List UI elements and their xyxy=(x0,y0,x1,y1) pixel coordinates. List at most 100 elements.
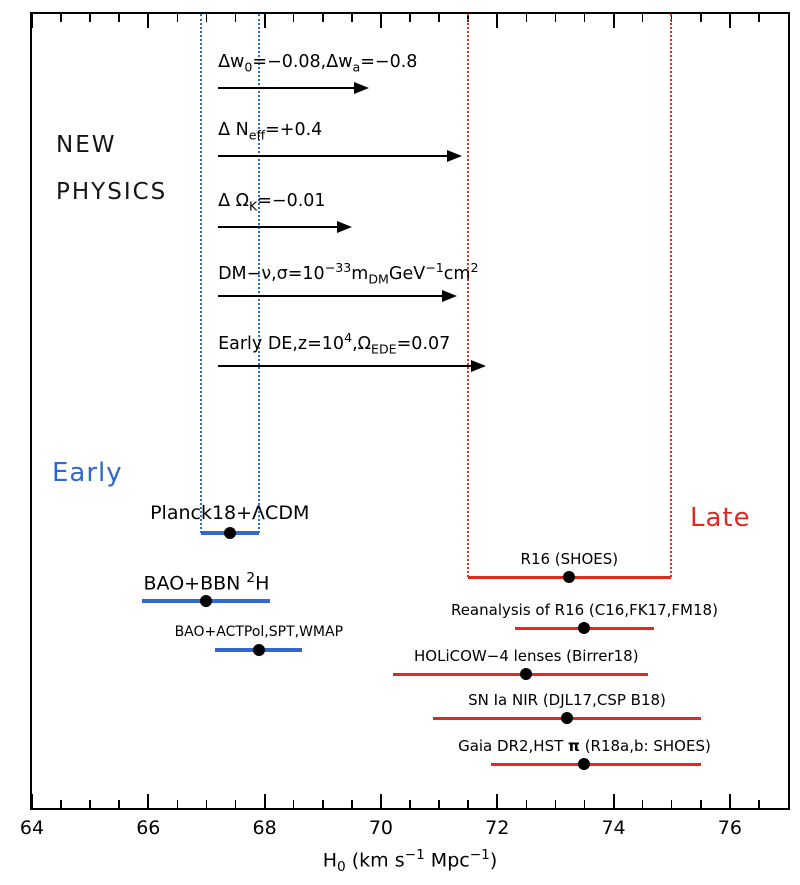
x-tick-minor xyxy=(758,14,760,22)
x-tick-major xyxy=(612,794,615,808)
new-physics-arrow-label: DM−ν,σ=10−33mDMGeV−1cm2 xyxy=(218,260,479,287)
x-tick-major xyxy=(612,14,615,28)
new-physics-arrow-line xyxy=(218,87,358,89)
x-tick-minor xyxy=(118,14,120,22)
x-tick-minor xyxy=(467,800,469,808)
x-tick-minor xyxy=(438,800,440,808)
measurement-label: R16 (SHOES) xyxy=(520,550,619,568)
x-tick-major xyxy=(728,14,731,28)
new-physics-arrow-line xyxy=(218,155,451,157)
x-tick-minor xyxy=(89,14,91,22)
plot-area: Δw0=−0.08,Δwa=−0.8 Δ Neff=+0.4 Δ ΩK=−0.01 D… xyxy=(30,12,790,810)
data-point xyxy=(223,527,236,539)
x-tick-major xyxy=(31,794,33,808)
x-tick-minor xyxy=(409,14,411,22)
measurement-label: Planck18+ΛCDM xyxy=(150,502,310,524)
x-tick-major xyxy=(147,14,150,28)
x-tick-minor xyxy=(322,14,324,22)
late-band-dotted-line xyxy=(467,14,470,577)
new-physics-arrow-head xyxy=(470,359,486,372)
x-tick-minor xyxy=(292,14,295,22)
x-tick-label: 74 xyxy=(601,817,626,839)
measurement-label: BAO+BBN 2H xyxy=(143,570,270,595)
new-physics-arrow-head xyxy=(447,149,463,162)
late-group-label: Late xyxy=(690,503,751,533)
x-tick-major xyxy=(379,14,382,28)
x-tick-major xyxy=(379,794,382,808)
data-point xyxy=(252,644,265,656)
x-tick-minor xyxy=(641,14,644,22)
x-tick-minor xyxy=(60,14,62,22)
x-tick-minor xyxy=(205,14,208,22)
measurement-label: HOLiCOW−4 lenses (Birrer18) xyxy=(414,647,639,665)
new-physics-arrow-head xyxy=(354,81,370,94)
x-tick-major xyxy=(496,14,499,28)
x-tick-minor xyxy=(525,14,528,22)
measurement-label: Gaia DR2,HST π (R18a,b: SHOES) xyxy=(458,737,711,755)
x-tick-minor xyxy=(554,14,557,22)
x-tick-major xyxy=(147,794,150,808)
early-band-dotted-line xyxy=(199,14,202,533)
x-tick-minor xyxy=(670,14,673,22)
early-band-dotted-line xyxy=(257,14,260,533)
x-tick-minor xyxy=(234,14,237,22)
data-point xyxy=(200,595,213,607)
x-tick-label: 66 xyxy=(136,817,161,839)
measurement-label: BAO+ACTPol,SPT,WMAP xyxy=(174,624,344,640)
x-tick-minor xyxy=(351,800,353,808)
x-tick-label: 72 xyxy=(485,817,510,839)
x-tick-minor xyxy=(118,800,120,808)
data-point xyxy=(578,622,591,634)
x-axis-title: H0 (km s−1 Mpc−1) xyxy=(322,847,498,876)
x-tick-minor xyxy=(554,800,557,808)
data-point xyxy=(578,758,591,770)
new-physics-arrow-label: Early DE,z=104,ΩEDE=0.07 xyxy=(218,330,451,357)
x-tick-minor xyxy=(438,14,440,22)
early-group-label: Early xyxy=(52,458,123,488)
x-tick-minor xyxy=(670,800,673,808)
x-tick-minor xyxy=(176,14,179,22)
x-tick-minor xyxy=(89,800,91,808)
new-physics-arrow-head xyxy=(441,289,457,302)
error-bar-late xyxy=(491,762,701,766)
x-tick-minor xyxy=(409,800,411,808)
x-tick-minor xyxy=(641,800,644,808)
new-physics-arrow-line xyxy=(218,226,340,228)
x-axis-tick-labels: 64 66 68 70 72 74 76 xyxy=(0,817,800,843)
data-point xyxy=(561,712,573,724)
measurement-label: Reanalysis of R16 (C16,FK17,FM18) xyxy=(450,601,718,619)
x-tick-minor xyxy=(351,14,353,22)
x-tick-minor xyxy=(583,14,586,22)
x-tick-major xyxy=(496,794,499,808)
x-tick-label: 68 xyxy=(252,817,277,839)
x-tick-minor xyxy=(176,800,179,808)
data-point xyxy=(520,668,533,680)
x-tick-minor xyxy=(322,800,324,808)
data-point xyxy=(563,571,576,583)
x-tick-label: 70 xyxy=(368,817,394,839)
x-tick-major xyxy=(31,14,33,28)
x-tick-minor xyxy=(292,800,295,808)
new-physics-arrow-label: Δ Neff=+0.4 xyxy=(218,120,323,143)
x-tick-label: 64 xyxy=(19,817,45,839)
new-physics-arrow-line xyxy=(218,295,445,297)
x-tick-minor xyxy=(583,800,586,808)
x-tick-minor xyxy=(60,800,62,808)
new-physics-arrow-line xyxy=(218,365,474,367)
x-tick-major xyxy=(263,14,266,28)
new-physics-arrow-label: Δ ΩK=−0.01 xyxy=(218,191,326,214)
measurement-label: SN Ia NIR (DJL17,CSP B18) xyxy=(468,691,666,709)
x-tick-minor xyxy=(758,800,760,808)
new-physics-label: NEW PHYSICS xyxy=(56,132,168,205)
late-band-dotted-line xyxy=(669,14,672,577)
x-tick-minor xyxy=(205,800,208,808)
x-tick-minor xyxy=(700,14,702,22)
x-tick-minor xyxy=(700,800,702,808)
x-tick-minor xyxy=(234,800,237,808)
x-tick-minor xyxy=(525,800,528,808)
new-physics-arrow-label: Δw0=−0.08,Δwa=−0.8 xyxy=(218,52,418,75)
x-tick-label: 76 xyxy=(717,817,742,839)
new-physics-arrow-head xyxy=(336,220,352,233)
x-tick-major xyxy=(728,794,731,808)
